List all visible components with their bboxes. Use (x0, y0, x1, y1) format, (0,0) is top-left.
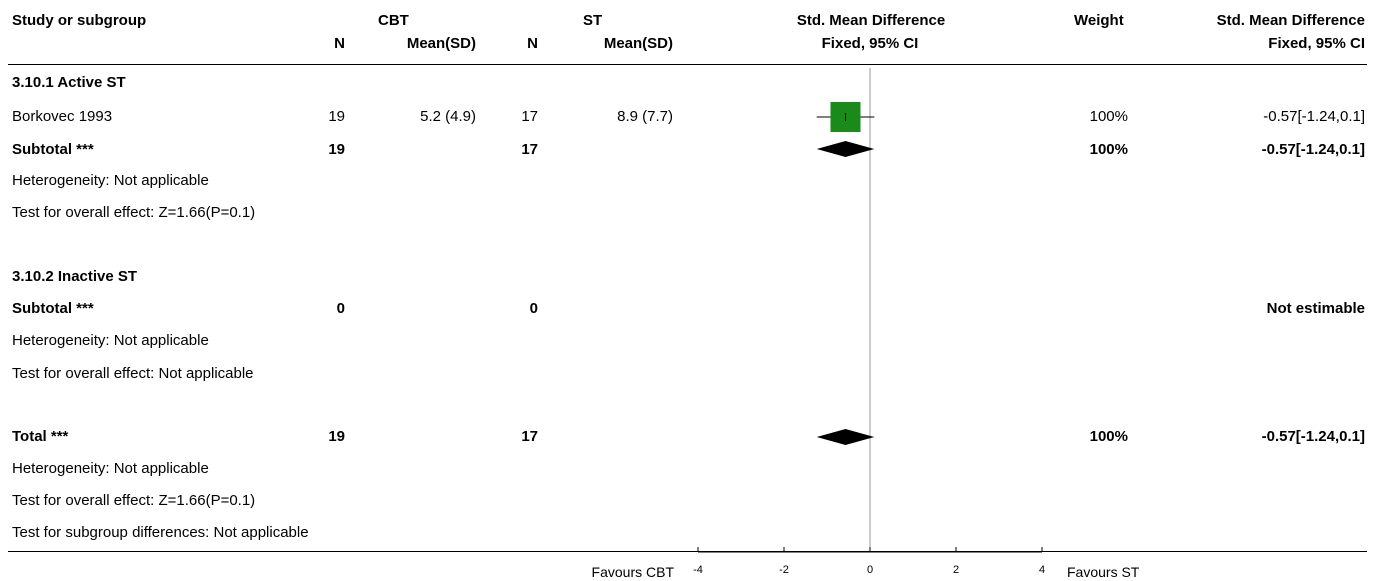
study-n1: 19 (328, 108, 345, 125)
x-tick-label: 2 (953, 564, 959, 576)
heterogeneity-text: Heterogeneity: Not applicable (12, 332, 209, 349)
header-method2: Fixed, 95% CI (1268, 35, 1365, 52)
header-group1: CBT (378, 12, 409, 29)
total-label: Total *** (12, 428, 69, 445)
header-meansd2: Mean(SD) (603, 35, 673, 52)
total-ci: -0.57[-1.24,0.1] (1261, 428, 1365, 445)
header-n2: N (527, 35, 538, 52)
study-name: Borkovec 1993 (12, 108, 113, 125)
overall-effect-text: Test for overall effect: Z=1.66(P=0.1) (12, 204, 256, 221)
header-rule (8, 64, 1367, 65)
subgroup-differences-text: Test for subgroup differences: Not appli… (12, 524, 309, 541)
study-n2: 17 (521, 108, 538, 125)
subgroup-title: 3.10.2 Inactive ST (12, 268, 138, 285)
subgroup-title: 3.10.1 Active ST (12, 74, 126, 91)
subtotal-ci: Not estimable (1266, 300, 1365, 317)
overall-effect-text: Test for overall effect: Z=1.66(P=0.1) (12, 492, 256, 509)
header-study: Study or subgroup (12, 12, 147, 29)
summary-diamond (816, 429, 875, 445)
subtotal-ci: -0.57[-1.24,0.1] (1261, 141, 1365, 158)
favours-right-label: Favours ST (1067, 564, 1140, 580)
total-weight: 100% (1089, 428, 1128, 445)
x-tick-label: -2 (779, 564, 789, 576)
subtotal-n1: 0 (336, 300, 345, 317)
header-effect2: Std. Mean Difference (1216, 12, 1365, 29)
overall-effect-text: Test for overall effect: Not applicable (12, 365, 254, 382)
header-effect: Std. Mean Difference (796, 12, 946, 29)
x-tick-label: -4 (693, 564, 703, 576)
bottom-rule (8, 551, 1367, 552)
header-group2: ST (583, 12, 603, 29)
subtotal-label: Subtotal *** (12, 300, 94, 317)
total-n1: 19 (328, 428, 345, 445)
study-meansd2: 8.9 (7.7) (617, 108, 673, 125)
subtotal-n1: 19 (328, 141, 345, 158)
header-n1: N (334, 35, 345, 52)
summary-diamond (816, 141, 875, 157)
header-method: Fixed, 95% CI (821, 35, 919, 52)
heterogeneity-text: Heterogeneity: Not applicable (12, 460, 209, 477)
x-tick-label: 0 (867, 564, 873, 576)
study-meansd1: 5.2 (4.9) (420, 108, 476, 125)
total-n2: 17 (521, 428, 538, 445)
heterogeneity-text: Heterogeneity: Not applicable (12, 172, 209, 189)
x-tick-label: 4 (1039, 564, 1045, 576)
subtotal-weight: 100% (1089, 141, 1128, 158)
study-weight: 100% (1089, 108, 1128, 125)
header-meansd1: Mean(SD) (406, 35, 476, 52)
study-ci: -0.57[-1.24,0.1] (1263, 108, 1365, 125)
favours-left-label: Favours CBT (591, 564, 674, 580)
subtotal-n2: 0 (529, 300, 538, 317)
subtotal-n2: 17 (521, 141, 538, 158)
header-weight: Weight (1074, 12, 1124, 29)
subtotal-label: Subtotal *** (12, 141, 94, 158)
